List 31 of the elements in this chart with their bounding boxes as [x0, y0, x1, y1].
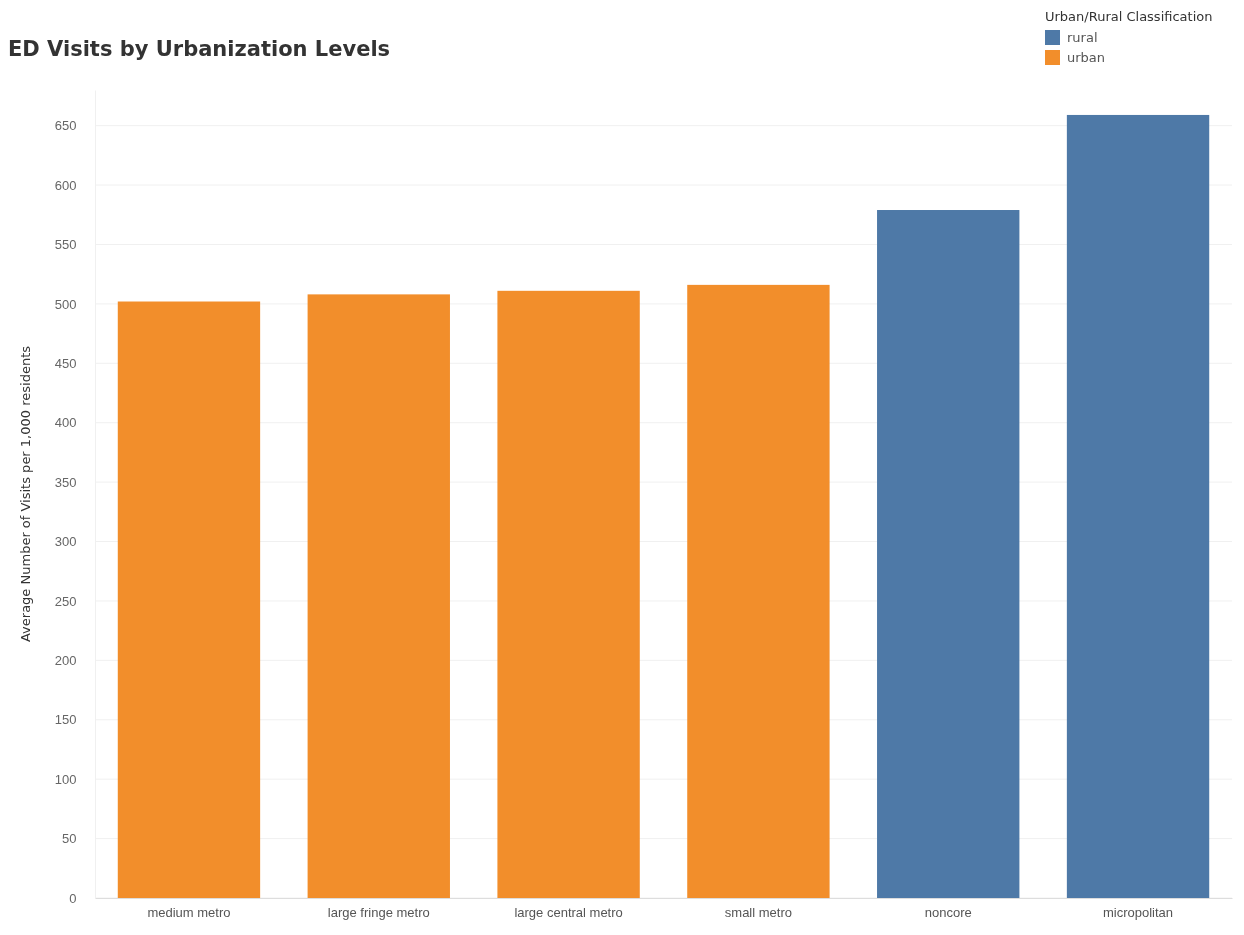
y-tick-label: 150 — [54, 712, 77, 728]
x-tick-label: large central metro — [514, 904, 623, 920]
y-tick-label: 300 — [54, 534, 77, 550]
bar — [497, 290, 640, 898]
x-tick-label: noncore — [924, 904, 972, 920]
y-tick-label: 550 — [54, 237, 77, 253]
bar — [1066, 114, 1210, 898]
bar — [687, 284, 830, 898]
y-tick-label: 500 — [54, 296, 77, 312]
bar — [117, 301, 261, 898]
bar — [877, 210, 1020, 898]
legend-label: urban — [1067, 50, 1106, 65]
x-tick-label: micropolitan — [1102, 904, 1174, 920]
y-tick-label: 250 — [54, 593, 77, 609]
y-tick-label: 350 — [54, 474, 77, 490]
chart-title: ED Visits by Urbanization Levels — [8, 37, 391, 61]
x-tick-label: small metro — [724, 904, 792, 920]
y-tick-label: 400 — [54, 415, 77, 431]
y-axis-title: Average Number of Visits per 1,000 residents — [18, 345, 33, 643]
x-tick-label: large fringe metro — [327, 904, 430, 920]
y-tick-label: 200 — [54, 653, 77, 669]
y-tick-label: 650 — [54, 118, 77, 134]
y-tick-label: 0 — [69, 890, 77, 906]
bar — [307, 294, 450, 898]
x-tick-label: medium metro — [147, 904, 231, 920]
y-tick-label: 450 — [54, 355, 77, 371]
legend-title: Urban/Rural Classification — [1045, 9, 1213, 24]
y-tick-label: 100 — [54, 771, 77, 787]
y-tick-label: 600 — [54, 177, 77, 193]
y-tick-label: 50 — [61, 831, 77, 847]
legend-label: rural — [1067, 30, 1098, 45]
